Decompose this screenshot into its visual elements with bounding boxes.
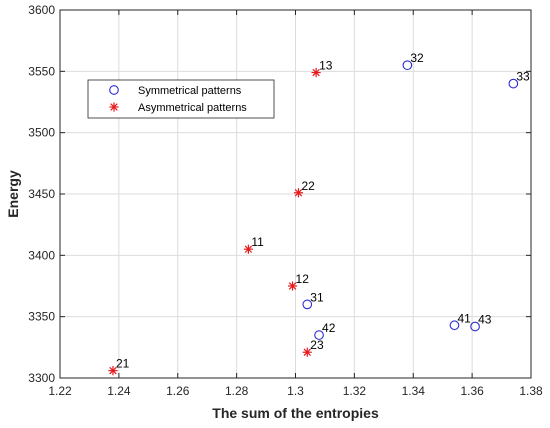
point-label: 12 — [296, 272, 310, 286]
symmetrical-point — [470, 321, 480, 332]
symmetrical-point — [302, 299, 313, 310]
point-label: 11 — [251, 235, 264, 249]
point-label: 23 — [310, 338, 324, 352]
asymmetrical-point — [302, 347, 312, 357]
symmetrical-point — [314, 330, 324, 340]
asterisk-stroke — [109, 366, 117, 375]
asymmetrical-point — [287, 281, 298, 291]
legend-marker — [109, 102, 119, 112]
y-tick-label: 3550 — [28, 64, 55, 78]
axis-ticks: 1.22 1.24 1.26 1.28 1.3 1.32 1.34 1.36 1.38 3300 3… — [28, 3, 543, 398]
x-tick-label: 1.26 — [166, 384, 190, 398]
asymmetrical-point — [243, 244, 253, 254]
y-tick-label: 3500 — [28, 126, 55, 140]
asterisk-stroke — [288, 282, 297, 290]
point-label: 33 — [516, 70, 530, 84]
point-label: 13 — [319, 59, 333, 73]
legend-label: Asymmetrical patterns — [138, 102, 247, 114]
asterisk-stroke — [294, 189, 303, 197]
asymmetrical-point — [108, 366, 118, 376]
point-label: 43 — [478, 312, 492, 326]
symmetrical-point — [508, 78, 519, 89]
symmetrical-point — [402, 60, 413, 71]
x-tick-label: 1.24 — [107, 384, 131, 398]
y-tick-label: 3600 — [28, 3, 55, 17]
x-tick-label: 1.22 — [48, 384, 72, 398]
asterisk-stroke — [110, 103, 118, 111]
asymmetrical-point — [311, 67, 321, 78]
point-label: 41 — [457, 311, 471, 325]
x-tick-label: 1.3 — [287, 384, 304, 398]
legend-label: Symmetrical patterns — [138, 85, 242, 97]
y-tick-label: 3350 — [28, 310, 55, 324]
legend-items: Symmetrical patterns Asymmetrical pattern… — [109, 85, 247, 114]
legend: Symmetrical patterns Asymmetrical pattern… — [87, 79, 275, 119]
grid-lines — [60, 10, 531, 378]
x-tick-label: 1.34 — [402, 384, 426, 398]
y-tick-label: 3400 — [28, 248, 55, 262]
x-tick-label: 1.32 — [343, 384, 367, 398]
asterisk-stroke — [244, 245, 253, 253]
y-tick-label: 3450 — [28, 187, 55, 201]
point-label: 42 — [322, 321, 336, 335]
symmetrical-point — [449, 320, 460, 331]
point-label: 22 — [301, 179, 315, 193]
x-tick-label: 1.36 — [460, 384, 484, 398]
legend-box — [87, 79, 275, 119]
asterisk-stroke — [312, 68, 320, 77]
point-label: 21 — [116, 357, 130, 371]
x-tick-label: 1.28 — [225, 384, 249, 398]
asymmetrical-point — [293, 188, 304, 198]
legend-marker — [109, 85, 119, 95]
data-points: 32 33 31 42 41 43 13 22 11 12 23 21 — [108, 51, 530, 376]
y-tick-label: 3300 — [28, 371, 55, 385]
y-axis-label: Energy — [5, 170, 21, 218]
x-axis-label: The sum of the entropies — [212, 405, 379, 421]
x-tick-label: 1.38 — [519, 384, 543, 398]
asterisk-stroke — [303, 348, 311, 356]
point-label: 32 — [410, 51, 424, 65]
point-label: 31 — [310, 290, 324, 304]
